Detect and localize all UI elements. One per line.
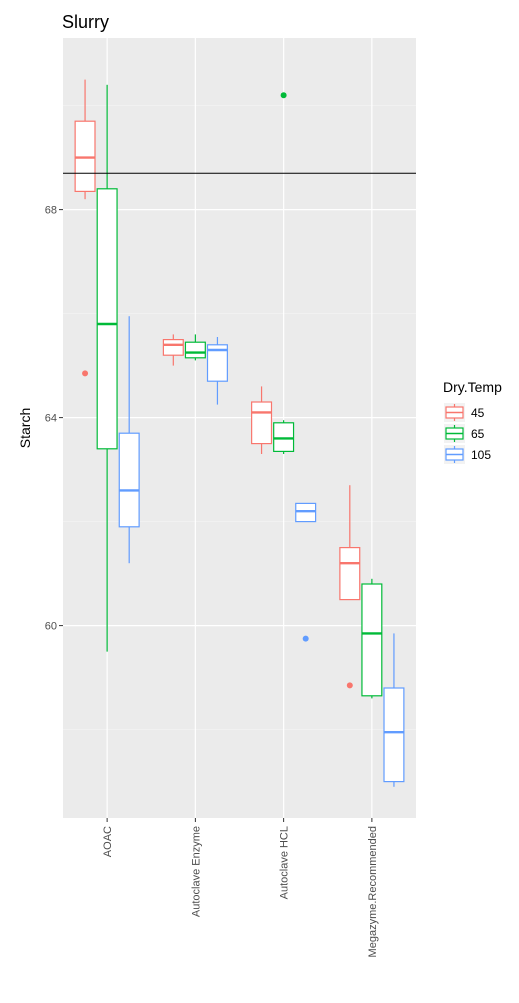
box-105-megazyme-recommended: [383, 633, 405, 787]
box-45-aoac: [74, 79, 96, 377]
outlier-point: [280, 92, 287, 99]
y-tick-label: 68: [45, 205, 57, 217]
box-iqr: [184, 341, 206, 359]
legend-entry: 105: [444, 445, 491, 464]
y-tick-label: 64: [45, 413, 57, 425]
outlier-point: [82, 370, 89, 377]
box-series-group: [74, 79, 405, 787]
outlier-point: [346, 682, 353, 689]
box-iqr: [206, 344, 228, 382]
box-iqr: [74, 120, 96, 192]
box-65-autoclave-enzyme: [184, 334, 206, 361]
legend-label: 65: [471, 427, 485, 441]
box-65-aoac: [96, 84, 118, 652]
box-iqr: [251, 401, 273, 445]
legend-entry: 65: [444, 424, 485, 443]
x-tick-label: AOAC: [102, 826, 114, 857]
x-tick-label: Autoclave Enzyme: [190, 826, 202, 917]
outlier-point: [302, 635, 309, 642]
plot-panel: [63, 38, 416, 818]
box-iqr: [273, 422, 295, 452]
box-105-autoclave-hcl: [295, 502, 317, 642]
legend-label: 45: [471, 406, 485, 420]
box-iqr: [295, 502, 317, 523]
box-45-autoclave-hcl: [251, 386, 273, 454]
box-iqr: [383, 687, 405, 783]
y-tick-label: 60: [45, 621, 57, 633]
box-iqr: [162, 339, 184, 356]
box-45-autoclave-enzyme: [162, 334, 184, 366]
chart-title: Slurry: [62, 12, 109, 32]
box-iqr: [118, 432, 140, 528]
legend: Dry.Temp 45 65 105: [443, 379, 502, 464]
box-65-autoclave-hcl: [273, 92, 295, 454]
legend-title: Dry.Temp: [443, 379, 502, 395]
y-axis: 60 64 68: [45, 205, 63, 633]
box-105-autoclave-enzyme: [206, 337, 228, 405]
x-tick-label: Autoclave HCL: [279, 826, 291, 899]
box-iqr: [96, 188, 118, 450]
legend-entry: 45: [444, 403, 485, 422]
box-iqr: [361, 583, 383, 697]
x-tick-label: Megazyme.Recommended: [367, 826, 379, 957]
box-105-aoac: [118, 316, 140, 564]
y-axis-title: Starch: [17, 408, 33, 448]
legend-label: 105: [471, 448, 491, 462]
box-iqr: [339, 546, 361, 601]
box-45-megazyme-recommended: [339, 485, 361, 689]
x-axis: AOAC Autoclave Enzyme Autoclave HCL Megazym…: [102, 818, 379, 957]
box-65-megazyme-recommended: [361, 578, 383, 699]
